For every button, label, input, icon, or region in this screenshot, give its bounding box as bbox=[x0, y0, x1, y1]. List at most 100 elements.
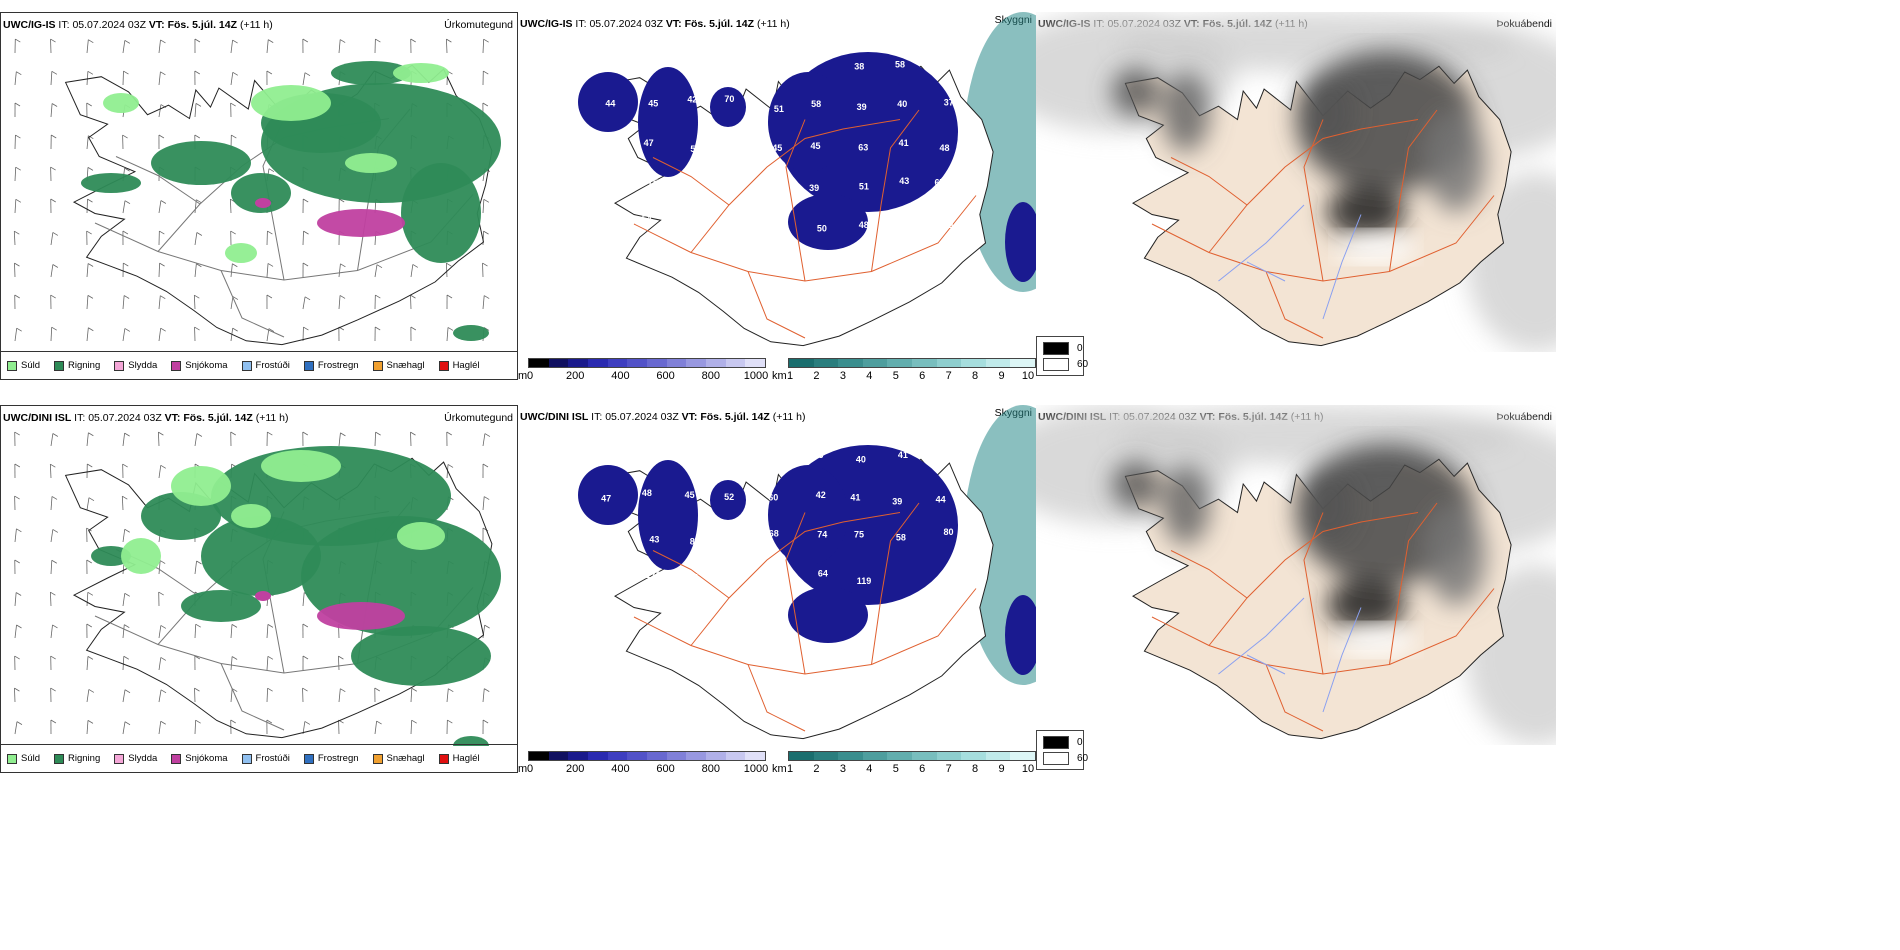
legend-label: Frostregn bbox=[317, 753, 359, 764]
cloudbase-label: 119 bbox=[857, 576, 872, 586]
colorbar-tick: 7 bbox=[945, 763, 952, 773]
colorbar-tick: 4 bbox=[866, 763, 873, 773]
cloudbase-label: 168 bbox=[767, 219, 782, 229]
cloudbase-label: 43 bbox=[649, 534, 659, 544]
legend-swatch bbox=[303, 753, 314, 764]
legend-label: Snjókoma bbox=[185, 753, 228, 764]
legend-label: Frostúði bbox=[255, 753, 290, 764]
cloudbase-label: 43 bbox=[899, 176, 909, 186]
panel-tag: Þokuábendi bbox=[1496, 411, 1552, 423]
cloudbase-label: 80 bbox=[944, 527, 954, 537]
legend-item: Snjókoma bbox=[171, 360, 228, 371]
colorbar-tick: 800 bbox=[701, 763, 720, 773]
precip-panel-row2: UWC/DINI ISL IT: 05.07.2024 03Z VT: Fös.… bbox=[0, 405, 518, 773]
low-cloud-area bbox=[1005, 202, 1036, 282]
cloudbase-label: 51 bbox=[775, 64, 785, 74]
legend-swatch bbox=[7, 360, 17, 371]
colorbar-unit: km bbox=[772, 370, 787, 380]
legend-swatch bbox=[241, 360, 252, 371]
legend-label: Frostregn bbox=[317, 360, 359, 371]
cloudbase-label: 40 bbox=[689, 453, 699, 463]
cloudbase-panel-row2: UWC/DINI ISL IT: 05.07.2024 03Z VT: Fös.… bbox=[518, 405, 1036, 773]
colorbar-tick: 10 bbox=[1021, 370, 1035, 380]
cloudbase-map: 56 49 44 35 51 57 38 58 35 44 45 42 70 51 58 39 40 37 43 47… bbox=[578, 12, 1036, 347]
cloudbase-label: 52 bbox=[724, 492, 734, 502]
cloudbase-panel-row1: UWC/IG-IS IT: 05.07.2024 03Z VT: Fös. 5.… bbox=[518, 12, 1036, 380]
precip-areas bbox=[81, 61, 501, 341]
cloudbase-label: 172 bbox=[646, 570, 661, 580]
cloudbase-label: 35 bbox=[728, 533, 738, 543]
cloudbase-label: 212 bbox=[899, 223, 914, 233]
road-network bbox=[1151, 109, 1495, 339]
visibility-colorbar: km 1 2 3 4 5 6 7 8 9 10 bbox=[772, 358, 1036, 380]
legend-item: Súld bbox=[7, 360, 40, 371]
colorbar-tick: 6 bbox=[919, 763, 926, 773]
cloudbase-label: 504 bbox=[939, 221, 954, 231]
cloudbase-label: 64 bbox=[818, 568, 828, 578]
cloudbase-label: 53 bbox=[813, 450, 823, 460]
cloudbase-labels: 65 38 40 60 42 53 40 41 38 47 48 45 52 60 42 41 39 44 38 43… bbox=[599, 448, 954, 585]
cloudbase-label: 41 bbox=[850, 492, 860, 502]
legend-item: Frostúði bbox=[241, 360, 290, 371]
cloudbase-label: 70 bbox=[724, 94, 734, 104]
cloudbase-label: 74 bbox=[817, 530, 827, 540]
white-swatch bbox=[1043, 358, 1069, 371]
cloudbase-label: 41 bbox=[899, 138, 909, 148]
colorbar-tick: 5 bbox=[892, 763, 899, 773]
cloud-legend-row2: 0 60 bbox=[1036, 730, 1088, 770]
cloudbase-label: 72 bbox=[727, 223, 737, 233]
rivers bbox=[1218, 597, 1362, 713]
rivers bbox=[1218, 204, 1362, 320]
legend-value: 60 bbox=[1077, 359, 1089, 370]
cloudbase-label: 55 bbox=[731, 573, 741, 583]
cloudbase-label: 57 bbox=[811, 56, 821, 66]
cloudbase-label: 48 bbox=[859, 220, 869, 230]
cloudbase-label: 38 bbox=[854, 61, 864, 71]
road-network bbox=[633, 109, 977, 339]
legend-swatch bbox=[372, 753, 383, 764]
legend-label: Frostúði bbox=[255, 360, 290, 371]
colorbar-tick: 200 bbox=[566, 370, 585, 380]
cloudbase-label: 66 bbox=[599, 182, 609, 192]
colorbar-tick: 600 bbox=[656, 370, 675, 380]
panel-tag: Þokuábendi bbox=[1496, 18, 1552, 30]
cloudbase-label: 38 bbox=[644, 450, 654, 460]
legend-swatch bbox=[241, 753, 252, 764]
legend-swatch bbox=[114, 360, 125, 371]
colorbar-tick: 400 bbox=[611, 370, 630, 380]
cloudbase-label: 68 bbox=[769, 529, 779, 539]
legend-value: 60 bbox=[1077, 753, 1089, 764]
legend-item: Snæhagl bbox=[372, 360, 425, 371]
cloudbase-label: 42 bbox=[816, 490, 826, 500]
legend-label: Rigning bbox=[68, 753, 101, 764]
cloudbase-label: 49 bbox=[642, 58, 652, 68]
legend-swatch bbox=[114, 753, 125, 764]
cloudbase-label: 58 bbox=[811, 99, 821, 109]
legend-label: Haglél bbox=[452, 753, 480, 764]
colorbar-tick: 2 bbox=[813, 763, 820, 773]
height-colorbar: m 0 200 400 600 800 1000 bbox=[518, 358, 768, 380]
cloudbase-label: 52 bbox=[726, 138, 736, 148]
legend-value: 0 bbox=[1077, 343, 1083, 354]
black-swatch bbox=[1043, 736, 1069, 749]
cloudbase-label: 56 bbox=[602, 60, 612, 70]
cloudbase-label: 165 bbox=[768, 574, 783, 584]
cloudbase-label: 54 bbox=[642, 214, 652, 224]
legend-swatch bbox=[372, 360, 383, 371]
colorbar-tick: 4 bbox=[866, 370, 873, 380]
precip-legend: Súld Rigning Slydda Snjókoma Frostúði Frostre… bbox=[1, 351, 517, 379]
colorbar-tick: 600 bbox=[656, 763, 675, 773]
cloudcover-panel-row2: UWC/DINI ISL IT: 05.07.2024 03Z VT: Fös.… bbox=[1036, 405, 1556, 773]
road-network bbox=[1151, 502, 1495, 732]
cloudbase-label: 37 bbox=[944, 97, 954, 107]
legend-label: Súld bbox=[21, 753, 41, 764]
colorbar-tick: 9 bbox=[998, 370, 1005, 380]
legend-item: Snæhagl bbox=[372, 753, 425, 764]
colorbar-tick: 400 bbox=[611, 763, 630, 773]
visibility-colorbar: km 1 2 3 4 5 6 7 8 9 10 bbox=[772, 751, 1036, 773]
fog-over-land bbox=[1112, 52, 1486, 238]
colorbar-unit: km bbox=[772, 763, 787, 773]
cloudbase-label: 44 bbox=[605, 98, 615, 108]
cloudbase-label: 45 bbox=[811, 141, 821, 151]
legend-swatch bbox=[171, 360, 182, 371]
